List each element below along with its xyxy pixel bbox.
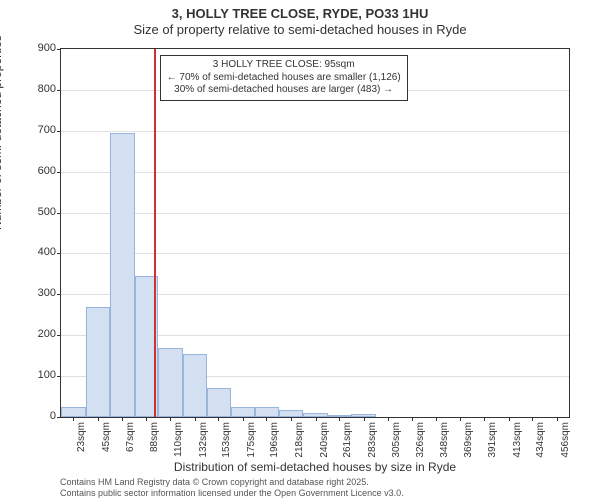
y-tick-label: 300 bbox=[16, 287, 56, 299]
annotation-line: ← 70% of semi-detached houses are smalle… bbox=[167, 72, 401, 85]
histogram-bar bbox=[255, 407, 278, 417]
histogram-bar bbox=[231, 407, 256, 417]
gridline bbox=[61, 253, 569, 254]
histogram-bar bbox=[110, 133, 135, 417]
footer-line2: Contains public sector information licen… bbox=[60, 488, 404, 498]
histogram-bar bbox=[279, 410, 304, 417]
plot-area: 3 HOLLY TREE CLOSE: 95sqm← 70% of semi-d… bbox=[60, 48, 570, 418]
histogram-bar bbox=[207, 388, 230, 417]
y-tick-label: 0 bbox=[16, 410, 56, 422]
y-tick-label: 100 bbox=[16, 369, 56, 381]
histogram-bar bbox=[158, 348, 183, 418]
gridline bbox=[61, 131, 569, 132]
y-tick-label: 900 bbox=[16, 42, 56, 54]
chart-title-line2: Size of property relative to semi-detach… bbox=[0, 22, 600, 41]
reference-line bbox=[154, 49, 156, 417]
x-axis-label: Distribution of semi-detached houses by … bbox=[60, 460, 570, 474]
annotation-box: 3 HOLLY TREE CLOSE: 95sqm← 70% of semi-d… bbox=[160, 55, 408, 101]
footer-line1: Contains HM Land Registry data © Crown c… bbox=[60, 477, 404, 487]
chart-container: 3, HOLLY TREE CLOSE, RYDE, PO33 1HU Size… bbox=[0, 0, 600, 500]
chart-title-line1: 3, HOLLY TREE CLOSE, RYDE, PO33 1HU bbox=[0, 0, 600, 22]
y-tick-label: 800 bbox=[16, 83, 56, 95]
y-axis-label: Number of semi-detached properties bbox=[0, 35, 4, 230]
annotation-line: 3 HOLLY TREE CLOSE: 95sqm bbox=[167, 59, 401, 72]
annotation-line: 30% of semi-detached houses are larger (… bbox=[167, 84, 401, 97]
y-tick-label: 600 bbox=[16, 165, 56, 177]
y-tick-label: 700 bbox=[16, 124, 56, 136]
histogram-bar bbox=[86, 307, 111, 417]
y-tick-label: 500 bbox=[16, 206, 56, 218]
attribution-footer: Contains HM Land Registry data © Crown c… bbox=[60, 477, 404, 498]
y-tick-label: 400 bbox=[16, 246, 56, 258]
gridline bbox=[61, 172, 569, 173]
histogram-bar bbox=[183, 354, 208, 417]
y-tick-label: 200 bbox=[16, 328, 56, 340]
histogram-bar bbox=[61, 407, 86, 417]
gridline bbox=[61, 213, 569, 214]
